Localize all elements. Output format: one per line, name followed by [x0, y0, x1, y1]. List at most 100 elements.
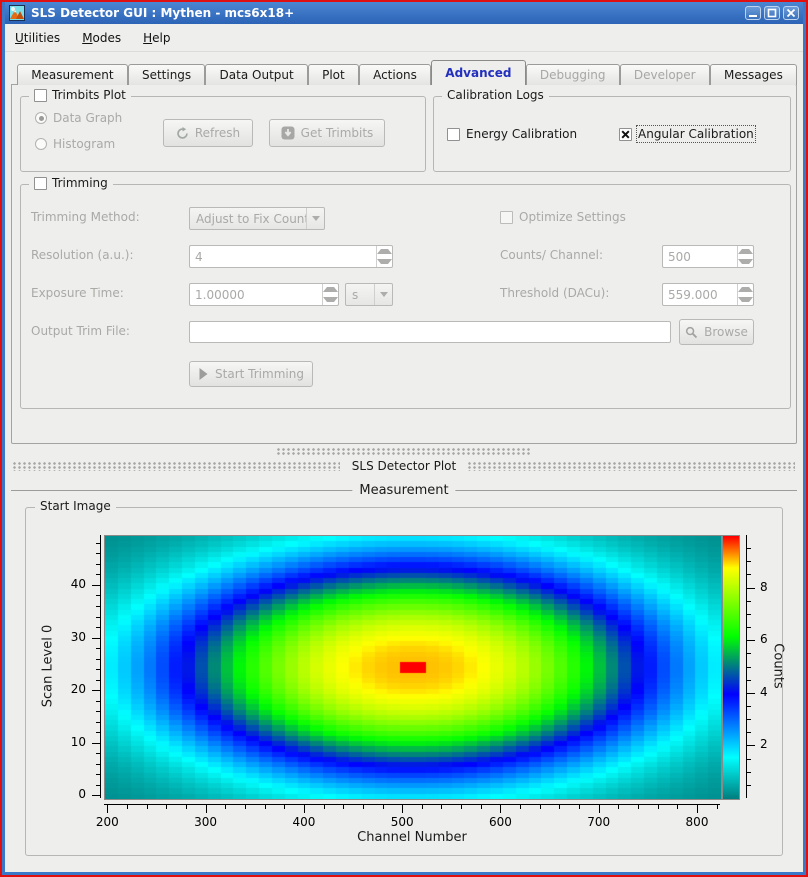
tab-actions[interactable]: Actions [358, 64, 432, 85]
trimbits-plot-title: Trimbits Plot [29, 88, 131, 102]
tab-measurement[interactable]: Measurement [17, 64, 128, 85]
x-tick [303, 805, 305, 813]
refresh-icon [177, 126, 188, 139]
download-icon [281, 126, 295, 140]
x-minor-tick [421, 805, 423, 809]
y-minor-tick [96, 542, 100, 544]
measurement-section: Measurement Start Image Scan Level 0 Cha… [11, 483, 797, 863]
colorbar-minor-tick [747, 627, 751, 629]
x-tick [205, 805, 207, 813]
detector-plot: Scan Level 0 Channel Number Counts 200 30… [26, 508, 786, 855]
x-minor-tick [362, 805, 364, 809]
x-minor-tick [520, 805, 522, 809]
angular-calibration-checkbox[interactable] [619, 127, 632, 141]
tab-data-output[interactable]: Data Output [205, 64, 308, 85]
y-tick-label: 0 [78, 787, 86, 802]
trimming-checkbox[interactable] [34, 176, 47, 190]
x-tick-label: 600 [488, 815, 512, 829]
splitter-handle[interactable] [276, 448, 532, 455]
threshold-spinbox: 559.000 [662, 283, 754, 306]
x-tick-label: 500 [390, 815, 414, 829]
calibration-logs-title: Calibration Logs [442, 88, 549, 102]
plot-dock-titlebar[interactable]: SLS Detector Plot [13, 457, 795, 475]
colorbar-tick-label: 2 [760, 737, 768, 752]
colorbar-title: Counts [770, 643, 786, 689]
trimbits-plot-checkbox[interactable] [34, 88, 47, 102]
histogram-label: Histogram [53, 137, 116, 151]
window-title: SLS Detector GUI : Mythen - mcs6x18+ [31, 6, 295, 20]
colorbar-axis-line [746, 535, 747, 798]
heatmap-canvas[interactable] [104, 535, 722, 800]
y-tick-label: 20 [70, 682, 86, 697]
y-tick-label: 40 [70, 576, 86, 591]
x-minor-tick [461, 805, 463, 809]
tab-settings[interactable]: Settings [127, 64, 206, 85]
title-bar: SLS Detector GUI : Mythen - mcs6x18+ [5, 2, 803, 24]
y-minor-tick [96, 711, 100, 713]
y-minor-tick [96, 721, 100, 723]
calibration-logs-group: Calibration Logs Energy Calibration Angu… [433, 88, 791, 172]
y-minor-tick [96, 563, 100, 565]
start-trimming-button: Start Trimming [189, 361, 313, 387]
x-minor-tick [225, 805, 227, 809]
x-minor-tick [343, 805, 345, 809]
trimming-method-combo: Adjust to Fix Count Level [189, 207, 325, 230]
tab-messages[interactable]: Messages [709, 64, 798, 85]
trimming-title: Trimming [29, 176, 113, 190]
start-image-group: Start Image Scan Level 0 Channel Number … [25, 499, 786, 856]
x-minor-tick [323, 805, 325, 809]
menu-modes[interactable]: Modes [82, 30, 122, 45]
colorbar-minor-tick [747, 732, 751, 734]
tab-advanced[interactable]: Advanced [431, 60, 526, 85]
x-minor-tick [657, 805, 659, 809]
y-axis-line [100, 535, 101, 798]
menu-utilities[interactable]: Utilities [15, 30, 61, 45]
menu-help[interactable]: Help [143, 30, 171, 45]
magnifier-icon [686, 326, 698, 338]
tab-plot[interactable]: Plot [307, 64, 359, 85]
y-minor-tick [96, 784, 100, 786]
colorbar-tick-label: 4 [760, 684, 768, 699]
energy-calibration-checkbox[interactable] [447, 127, 460, 141]
colorbar-minor-tick [747, 613, 751, 615]
data-graph-label: Data Graph [53, 111, 123, 125]
measurement-title: Measurement [352, 483, 456, 498]
colorbar-minor-tick [747, 574, 751, 576]
y-tick [92, 795, 100, 797]
x-tick-label: 200 [95, 815, 119, 829]
x-tick [402, 805, 404, 813]
x-tick [598, 805, 600, 813]
histogram-radio [35, 138, 47, 150]
maximize-button[interactable] [764, 6, 780, 20]
minimize-button[interactable] [745, 6, 761, 20]
energy-calibration-label: Energy Calibration [466, 127, 578, 141]
x-minor-tick [244, 805, 246, 809]
y-minor-tick [96, 616, 100, 618]
y-minor-tick [96, 648, 100, 650]
tab-developer: Developer [619, 64, 710, 85]
x-minor-tick [166, 805, 168, 809]
colorbar-minor-tick [747, 561, 751, 563]
y-minor-tick [96, 753, 100, 755]
exposure-time-spinbox: 1.00000 [189, 283, 339, 306]
colorbar-tick-label: 8 [760, 579, 768, 594]
advanced-tab-pane: Trimbits Plot Data Graph Histogram Refre… [11, 84, 797, 444]
tab-bar: Measurement Settings Data Output Plot Action… [11, 60, 798, 85]
x-tick [697, 805, 698, 813]
output-trim-file-label: Output Trim File: [31, 324, 130, 338]
x-tick-label: 400 [292, 815, 316, 829]
colorbar-minor-tick [747, 679, 751, 681]
y-minor-tick [96, 700, 100, 702]
colorbar-minor-tick [747, 771, 751, 773]
y-tick [92, 637, 100, 639]
optimize-settings-label: Optimize Settings [519, 210, 626, 224]
x-axis-title: Channel Number [357, 830, 467, 845]
resolution-label: Resolution (a.u.): [31, 248, 134, 262]
close-button[interactable] [783, 6, 799, 20]
angular-calibration-label[interactable]: Angular Calibration [636, 125, 756, 143]
resolution-spinbox: 4 [189, 245, 393, 268]
colorbar-canvas [722, 535, 740, 800]
colorbar-tick [747, 587, 755, 589]
counts-channel-spinbox: 500 [662, 245, 754, 268]
x-minor-tick [638, 805, 640, 809]
